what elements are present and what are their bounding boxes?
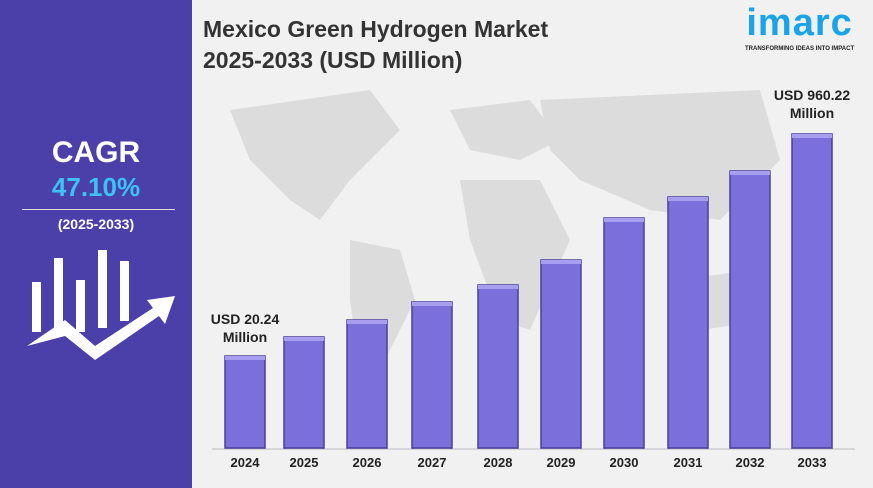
bar-2029 [540,259,582,449]
bar-2032 [729,170,771,449]
data-label-unit: Million [222,329,268,345]
x-tick-label-2033: 2033 [797,455,827,470]
data-label-unit: Million [789,105,835,121]
data-label-2033: USD 960.22 Million [760,86,864,122]
imarc-logo: imarc TRANSFORMING IDEAS INTO IMPACT [745,2,854,53]
bar-2031 [667,196,709,449]
bar-2024 [224,355,266,449]
cagr-panel: CAGR 47.10% (2025-2033) [0,0,192,488]
logo-word: imarc [746,2,853,44]
x-tick-label-2027: 2027 [417,455,447,470]
bar-2033 [791,133,833,449]
cagr-label: CAGR [51,136,141,169]
chart-title: Mexico Green Hydrogen Market 2025-2033 (… [203,14,548,76]
x-tick-label-2032: 2032 [735,455,765,470]
x-tick-label-2026: 2026 [352,455,382,470]
cagr-period: (2025-2033) [57,216,135,232]
x-tick-label-2025: 2025 [289,455,319,470]
x-tick-label-2031: 2031 [673,455,703,470]
cagr-value: 47.10% [51,172,141,202]
chart-title-line1: Mexico Green Hydrogen Market [203,16,549,42]
bar-2030 [603,217,645,449]
chart-title-line2: 2025-2033 (USD Million) [203,47,463,73]
data-label-value: USD 960.22 [773,87,851,103]
x-tick-label-2030: 2030 [609,455,639,470]
x-tick-label-2028: 2028 [483,455,513,470]
divider [22,209,175,210]
bar-2026 [346,319,388,449]
data-label-value: USD 20.24 [210,311,280,327]
x-tick-label-2024: 2024 [230,455,260,470]
growth-chart-arrow-icon [27,250,175,360]
bar-2027 [411,301,453,449]
bar-2028 [477,284,519,449]
data-label-2024: USD 20.24 Million [195,310,295,346]
bar-2025 [283,336,325,449]
x-tick-label-2029: 2029 [546,455,576,470]
logo-tagline: TRANSFORMING IDEAS INTO IMPACT [745,46,855,52]
